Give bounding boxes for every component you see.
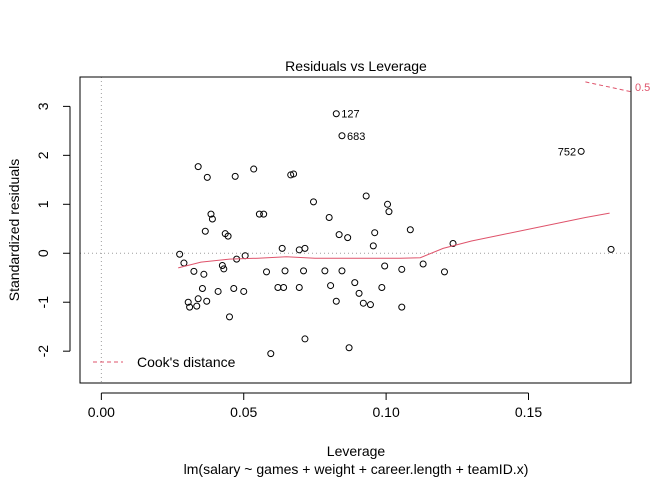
cooks-distance-contour <box>585 81 631 93</box>
data-point <box>201 227 209 235</box>
data-point <box>184 298 192 306</box>
data-point <box>385 208 393 216</box>
data-point <box>440 268 448 276</box>
data-point <box>250 165 258 173</box>
data-point <box>371 229 379 237</box>
data-point <box>194 295 202 303</box>
data-point <box>225 313 233 321</box>
data-point <box>278 244 286 252</box>
data-point <box>207 210 215 218</box>
data-point <box>381 262 389 270</box>
data-point <box>355 289 363 297</box>
x-tick-label: 0.10 <box>372 404 399 420</box>
cooks-contour-label: 0.5 <box>635 82 650 94</box>
data-point <box>190 267 198 275</box>
data-point <box>344 234 352 242</box>
data-point <box>301 335 309 343</box>
data-point <box>332 297 340 305</box>
data-point <box>345 344 353 352</box>
data-point <box>255 210 263 218</box>
data-point <box>194 163 202 171</box>
x-tick-label: 0.15 <box>515 404 542 420</box>
x-tick-label: 0.05 <box>230 404 257 420</box>
data-point <box>220 265 228 273</box>
data-point <box>176 250 184 258</box>
smoother-line <box>178 212 610 269</box>
data-point <box>186 303 194 311</box>
legend: Cook's distance <box>93 354 236 370</box>
data-point-127 <box>332 110 340 118</box>
data-point <box>366 301 374 309</box>
data-point <box>384 200 392 208</box>
y-axis: -2 -1 0 1 2 3 <box>35 102 71 358</box>
y-tick-label: 0 <box>35 249 51 257</box>
plot-frame <box>79 76 632 384</box>
data-point <box>260 210 268 218</box>
data-point <box>325 214 333 222</box>
chart-title: Residuals vs Leverage <box>285 58 427 74</box>
data-point <box>607 245 615 253</box>
data-point <box>321 267 329 275</box>
data-point <box>208 215 216 223</box>
data-point <box>309 198 317 206</box>
data-point <box>231 172 239 180</box>
data-point <box>327 282 335 290</box>
y-tick-label: 3 <box>35 102 51 110</box>
data-point <box>200 270 208 278</box>
chart-subtitle: lm(salary ~ games + weight + career.leng… <box>184 461 529 477</box>
data-point <box>224 232 232 240</box>
data-point <box>406 226 414 234</box>
data-point <box>301 244 309 252</box>
data-point <box>214 287 222 295</box>
data-point <box>338 267 346 275</box>
data-point <box>362 192 370 200</box>
data-point <box>240 287 248 295</box>
x-axis-label: Leverage <box>327 443 386 459</box>
y-tick-label: 2 <box>35 151 51 159</box>
x-tick-label: 0.00 <box>88 404 115 420</box>
y-tick-label: 1 <box>35 200 51 208</box>
data-point <box>300 267 308 275</box>
data-point <box>203 173 211 181</box>
data-point <box>263 268 271 276</box>
data-point <box>359 299 367 307</box>
data-point <box>281 267 289 275</box>
data-point <box>230 285 238 293</box>
data-point <box>198 285 206 293</box>
y-axis-label: Standardized residuals <box>6 159 22 301</box>
data-point <box>449 239 457 247</box>
point-label-683: 683 <box>347 131 365 143</box>
y-tick-label: -2 <box>35 345 51 358</box>
data-point <box>267 350 275 358</box>
y-tick-label: -1 <box>35 296 51 309</box>
legend-cooks-label: Cook's distance <box>137 354 236 370</box>
point-label-752: 752 <box>558 146 576 158</box>
data-point <box>419 260 427 268</box>
data-point <box>335 231 343 239</box>
data-point <box>378 284 386 292</box>
data-point <box>218 261 226 269</box>
data-point <box>398 265 406 273</box>
data-point <box>203 297 211 305</box>
x-axis: 0.00 0.05 0.10 0.15 <box>88 392 542 420</box>
data-point <box>295 284 303 292</box>
data-point <box>351 279 359 287</box>
plot-area <box>80 77 631 383</box>
point-label-127: 127 <box>341 109 359 121</box>
data-point <box>280 284 288 292</box>
data-point <box>398 303 406 311</box>
data-point-683 <box>338 132 346 140</box>
data-point <box>290 170 298 178</box>
data-point-752 <box>577 147 585 155</box>
data-point <box>193 302 201 310</box>
data-point <box>369 242 377 250</box>
